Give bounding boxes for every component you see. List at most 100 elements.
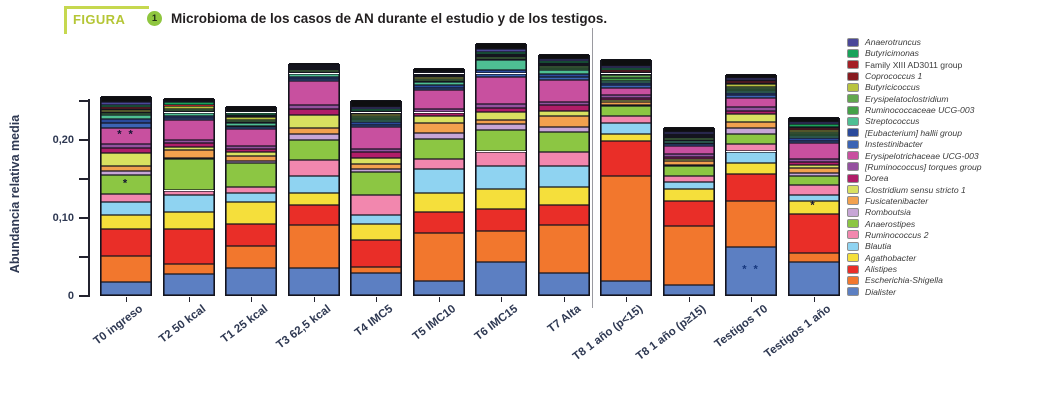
legend-swatch [847,105,859,115]
y-tick [79,139,88,141]
legend-label: [Ruminococcus] torques group [865,161,982,172]
segment-Agathobacter [163,212,214,229]
segment-Agathobacter [413,192,464,213]
segment-Dorea [101,148,151,154]
segment-Family-XIII-AD3011-group [788,126,839,129]
segment-Anaerostipes: * [101,174,151,195]
x-tick [126,297,128,302]
segment-Escherichia-Shigella [601,175,651,281]
segment-Instestinibacter [288,78,339,81]
legend-swatch [847,60,859,70]
segment-Blautia [163,195,214,213]
legend-item-Coprococcus-1: Coprococcus 1 [847,71,922,82]
segment-Clostridium-sensu-stricto-1 [663,159,714,161]
segment-Coprococcus-1 [288,68,339,69]
segment-Anaerostipes [476,129,526,152]
segment-Agathobacter [538,187,589,205]
x-axis-label: T8 1 año (p<15) [570,303,646,364]
segment-Dorea [601,97,651,100]
segment-Blautia [226,192,276,203]
segment-Streptococcus [726,90,776,93]
x-axis-label: Testigos T0 [712,303,771,351]
legend-swatch [847,230,859,240]
segment-Romboutsia [226,160,276,164]
segment-Instestinibacter [476,73,526,77]
significance-stars: * * [742,263,760,276]
segment-Romboutsia [538,127,589,132]
legend-swatch [847,173,859,183]
segment-Anaerotruncus [726,78,776,80]
segment-Alistipes [288,204,339,225]
segment-Ruminococcus-2 [663,176,714,182]
segment-Instestinibacter [601,85,651,88]
legend-item-Blautia: Blautia [847,241,891,252]
x-tick [626,297,628,302]
bar-T6-IMC15 [475,43,527,296]
segment-Anaerotruncus [351,107,401,109]
segment-Family-XIII-AD3011-group [351,110,401,113]
bar-T8-1-año-p<15- [600,58,652,296]
x-tick [251,297,253,302]
group-divider-line [592,28,593,308]
segment-Erysipelotrichaceae-UCG-003 [538,79,589,102]
x-tick [751,297,753,302]
legend-label: Erysipelotrichaceae UCG-003 [865,150,979,161]
segment-Ruminococcaceae-UCG-003 [413,80,464,83]
segment-Dorea [413,112,464,117]
segment-Blautia [476,165,526,189]
segment--Ruminococcus-torques-group [226,146,276,150]
segment-Otros [538,54,589,60]
segment--Eubacterium-hallii-group [101,118,151,124]
segment-Blautia [788,195,839,201]
segment-Butyricimonas [163,102,214,105]
segment-Agathobacter [663,188,714,201]
bar-T8-1-año-p≥15- [662,127,715,296]
segment-Escherichia-Shigella [726,201,776,247]
segment-Clostridium-sensu-stricto-1 [413,116,464,123]
segment-Romboutsia [163,157,214,160]
segment-Dorea [538,104,589,111]
segment-Fusicatenibacter [788,167,839,174]
segment-Butyricicoccus [788,129,839,132]
segment-Fusicatenibacter [663,160,714,165]
segment-Ruminococcaceae-UCG-003 [601,78,651,81]
segment-Clostridium-sensu-stricto-1 [788,164,839,168]
y-axis-title: Abundancia relativa media [8,114,22,274]
segment-Ruminococcus-2 [413,159,464,170]
segment--Eubacterium-hallii-group [788,138,839,141]
y-tick-label: 0,10 [52,211,74,224]
segment-Agathobacter: * [788,200,839,214]
segment-Streptococcus [538,69,589,75]
legend-swatch [847,82,859,92]
figure-title: Microbioma de los casos de AN durante el… [171,11,608,26]
legend-swatch [847,241,859,251]
legend-item-Ruminococcaceae-UCG-003: Ruminococcaceae UCG-003 [847,105,974,116]
segment-Coprococcus-1 [788,128,839,130]
segment-Dialister [788,262,839,295]
segment-Alistipes [101,228,151,256]
legend-swatch [847,139,859,149]
segment-Otros [163,98,214,101]
segment-Erysipelatoclostridium [538,66,589,69]
segment-Ruminococcus-2 [101,194,151,203]
legend-label: Streptococcus [865,116,920,127]
segment-Dialister [226,267,276,295]
segment-Butyricimonas [476,51,526,54]
segment-Streptococcus [788,135,839,139]
x-axis-label: T7 Alta [545,303,583,336]
segment-Instestinibacter [538,77,589,80]
segment-Fusicatenibacter [226,156,276,161]
segment-Erysipelatoclostridium [288,70,339,72]
legend-item-Fusicatenibacter: Fusicatenibacter [847,195,928,206]
segment--Ruminococcus-torques-group [413,109,464,113]
segment-Blautia [101,202,151,215]
legend-swatch [847,253,859,263]
legend-label: [Eubacterium] hallii group [865,127,962,138]
segment-Anaerostipes [163,159,214,191]
segment-Dorea [163,142,214,147]
segment-Ruminococcaceae-UCG-003 [163,110,214,113]
segment-Fusicatenibacter [101,166,151,171]
legend-item-Alistipes: Alistipes [847,264,897,275]
segment-Ruminococcus-2 [538,152,589,167]
